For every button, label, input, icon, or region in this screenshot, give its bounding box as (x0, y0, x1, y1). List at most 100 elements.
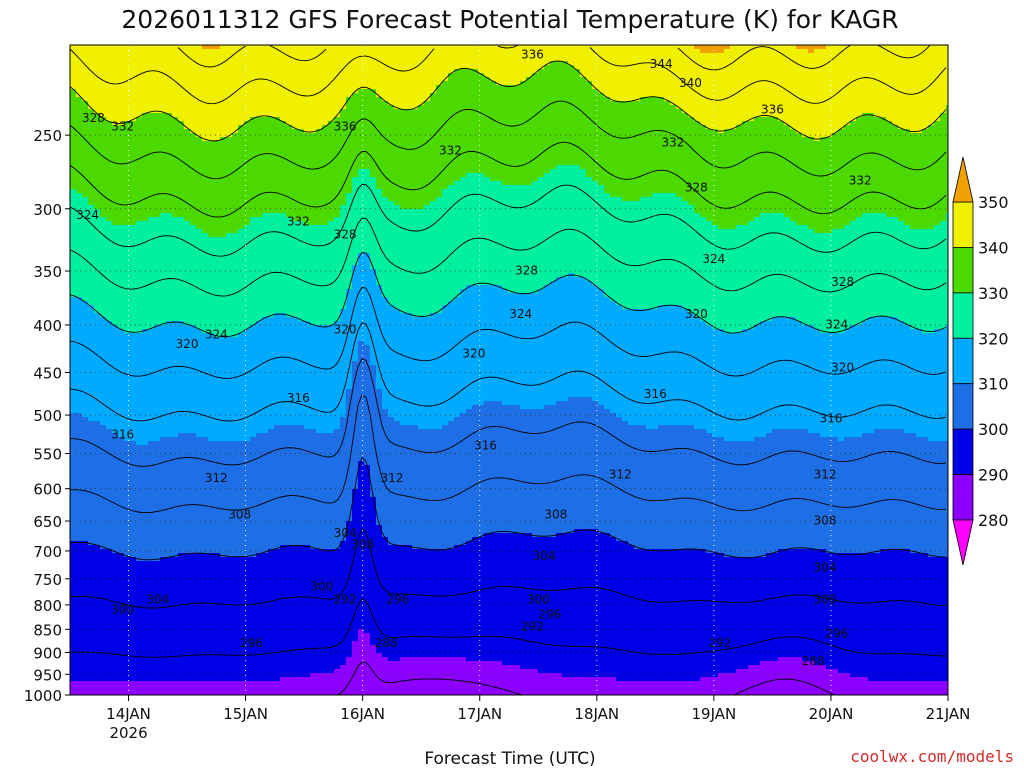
band-cell (124, 237, 131, 242)
band-cell (130, 681, 137, 686)
band-cell (106, 85, 113, 90)
band-cell (136, 49, 143, 54)
band-cell (76, 649, 83, 654)
band-cell (118, 269, 125, 274)
band-cell (130, 545, 137, 550)
band-cell (124, 357, 131, 362)
band-cell (94, 385, 101, 390)
band-cell (130, 617, 137, 622)
band-cell (88, 233, 95, 238)
band-cell (118, 529, 125, 534)
band-cell (76, 69, 83, 74)
band-cell (94, 657, 101, 662)
band-cell (70, 145, 77, 150)
band-cell (70, 57, 77, 62)
band-cell (100, 377, 107, 382)
band-cell (100, 393, 107, 398)
band-cell (94, 201, 101, 206)
band-cell (70, 541, 77, 546)
band-cell (76, 681, 83, 686)
band-cell (130, 141, 137, 146)
band-cell (124, 241, 131, 246)
band-cell (106, 329, 113, 334)
band-cell (130, 69, 137, 74)
band-cell (88, 545, 95, 550)
band-cell (94, 589, 101, 594)
band-cell (100, 577, 107, 582)
band-cell (82, 125, 89, 130)
band-cell (130, 145, 137, 150)
band-cell (100, 209, 107, 214)
band-cell (76, 457, 83, 462)
band-cell (136, 145, 143, 150)
band-cell (130, 165, 137, 170)
band-cell (112, 305, 119, 310)
band-cell (76, 585, 83, 590)
band-cell (112, 173, 119, 178)
band-cell (94, 677, 101, 682)
band-cell (76, 85, 83, 90)
band-cell (70, 621, 77, 626)
band-cell (124, 493, 131, 498)
band-cell (124, 669, 131, 674)
band-cell (112, 77, 119, 82)
band-cell (70, 333, 77, 338)
band-cell (106, 273, 113, 278)
band-cell (124, 297, 131, 302)
band-cell (106, 569, 113, 574)
band-cell (118, 49, 125, 54)
band-cell (88, 641, 95, 646)
band-cell (124, 245, 131, 250)
band-cell (112, 289, 119, 294)
band-cell (100, 537, 107, 542)
band-cell (130, 113, 137, 118)
band-cell (112, 181, 119, 186)
band-cell (94, 337, 101, 342)
band-cell (130, 169, 137, 174)
band-cell (88, 49, 95, 54)
band-cell (82, 69, 89, 74)
band-cell (112, 569, 119, 574)
band-cell (130, 333, 137, 338)
band-cell (76, 345, 83, 350)
band-cell (82, 509, 89, 514)
band-cell (130, 149, 137, 154)
band-cell (70, 317, 77, 322)
band-cell (118, 617, 125, 622)
band-cell (130, 317, 137, 322)
band-cell (112, 373, 119, 378)
band-cell (94, 481, 101, 486)
band-cell (76, 153, 83, 158)
band-cell (130, 585, 137, 590)
band-cell (118, 145, 125, 150)
band-cell (106, 133, 113, 138)
band-cell (118, 565, 125, 570)
band-cell (88, 373, 95, 378)
band-cell (94, 625, 101, 630)
band-cell (76, 569, 83, 574)
band-cell (136, 149, 143, 154)
band-cell (130, 241, 137, 246)
band-cell (124, 413, 131, 418)
band-cell (118, 573, 125, 578)
band-cell (124, 537, 131, 542)
band-cell (124, 677, 131, 682)
band-cell (100, 569, 107, 574)
band-cell (88, 157, 95, 162)
band-cell (100, 533, 107, 538)
band-cell (106, 53, 113, 58)
band-cell (94, 317, 101, 322)
band-cell (130, 369, 137, 374)
band-cell (82, 565, 89, 570)
band-cell (82, 401, 89, 406)
band-cell (112, 189, 119, 194)
band-cell (70, 69, 77, 74)
band-cell (88, 325, 95, 330)
band-cell (130, 657, 137, 662)
band-cell (94, 629, 101, 634)
band-cell (106, 537, 113, 542)
band-cell (112, 657, 119, 662)
band-cell (100, 593, 107, 598)
band-cell (76, 233, 83, 238)
band-cell (130, 253, 137, 258)
